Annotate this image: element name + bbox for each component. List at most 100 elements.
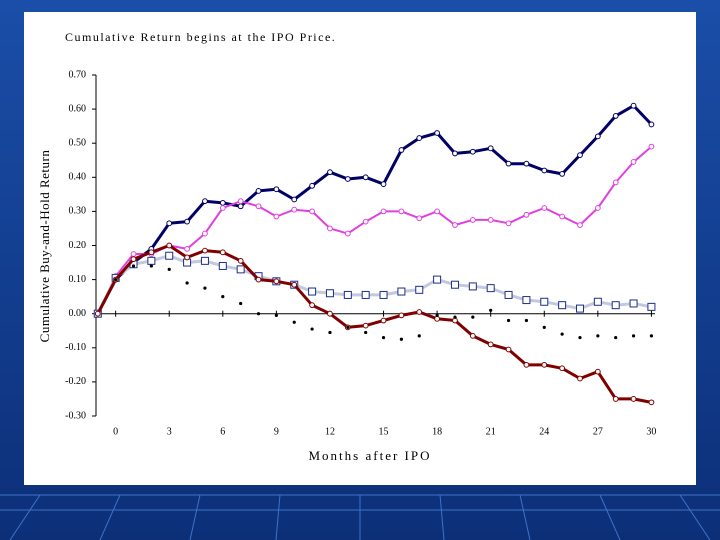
point [506, 318, 511, 323]
point [344, 176, 351, 182]
point [291, 206, 298, 213]
point [398, 147, 405, 153]
x-tick-label: 15 [379, 426, 389, 437]
point [542, 325, 546, 329]
point [577, 222, 583, 228]
y-tick-label: 0.70 [69, 69, 87, 80]
point [505, 346, 512, 353]
point [416, 215, 423, 222]
point [468, 282, 477, 291]
point [381, 335, 386, 340]
point [594, 133, 601, 140]
x-tick-label: 12 [325, 426, 335, 437]
point [612, 179, 619, 186]
point [184, 246, 190, 252]
point [433, 275, 442, 284]
point [361, 290, 370, 299]
y-tick-label: 0.50 [69, 137, 87, 148]
point [540, 297, 549, 306]
point [577, 375, 583, 382]
x-tick-label: 3 [167, 426, 172, 437]
point [309, 208, 315, 215]
point [505, 220, 512, 227]
point [486, 284, 495, 293]
point [577, 152, 583, 159]
point [237, 257, 244, 264]
point [291, 196, 298, 203]
point [130, 256, 137, 263]
point [273, 213, 280, 220]
point [612, 396, 619, 402]
point [273, 186, 280, 193]
point [523, 160, 530, 167]
point [165, 251, 174, 260]
point [612, 113, 619, 119]
point [434, 208, 441, 215]
point [380, 181, 387, 188]
point [487, 341, 494, 348]
point [452, 150, 458, 157]
x-tick-label: 21 [486, 426, 496, 437]
point [273, 278, 280, 285]
series-line [96, 104, 653, 315]
point [309, 302, 315, 309]
point [399, 337, 403, 341]
x-tick-label: 24 [539, 426, 549, 437]
point [362, 218, 369, 225]
point [559, 365, 566, 372]
point [648, 399, 655, 406]
point [327, 225, 333, 232]
point [130, 251, 137, 257]
point [309, 182, 315, 189]
point [364, 330, 368, 335]
point [415, 285, 424, 294]
y-tick-label: 0.10 [69, 274, 87, 285]
point [398, 208, 405, 215]
point [629, 299, 638, 308]
point [292, 320, 296, 324]
point [219, 205, 226, 211]
y-axis-title: Cumulative Buy-and-Hold Return [37, 150, 52, 343]
point [560, 332, 564, 336]
point [471, 315, 475, 319]
point [236, 265, 245, 274]
point [631, 334, 636, 338]
point [147, 256, 156, 265]
point [487, 145, 494, 152]
point [148, 249, 155, 256]
point [435, 313, 439, 318]
point [255, 276, 262, 283]
point [239, 301, 243, 306]
point [219, 199, 226, 206]
y-tick-label: 0.40 [69, 172, 87, 183]
point [559, 213, 566, 220]
point [397, 287, 406, 296]
point [325, 289, 334, 298]
point [505, 160, 512, 167]
point [453, 315, 457, 319]
point [450, 280, 459, 289]
point [346, 325, 350, 329]
series-line [96, 145, 653, 315]
point [614, 335, 618, 340]
point [185, 281, 189, 285]
point [416, 135, 423, 141]
y-tick-label: 0.00 [69, 308, 87, 319]
point [434, 130, 441, 136]
point [648, 121, 655, 128]
point [327, 310, 333, 317]
point [541, 167, 548, 174]
x-axis-title: Months after IPO [309, 448, 432, 463]
point [469, 217, 476, 223]
point [184, 218, 190, 225]
point [343, 290, 352, 299]
point [417, 334, 421, 338]
point [559, 170, 566, 177]
point [522, 296, 531, 305]
point [434, 315, 441, 322]
x-tick-label: 18 [432, 426, 442, 437]
point [184, 254, 190, 261]
point [596, 334, 600, 338]
point [291, 281, 298, 288]
